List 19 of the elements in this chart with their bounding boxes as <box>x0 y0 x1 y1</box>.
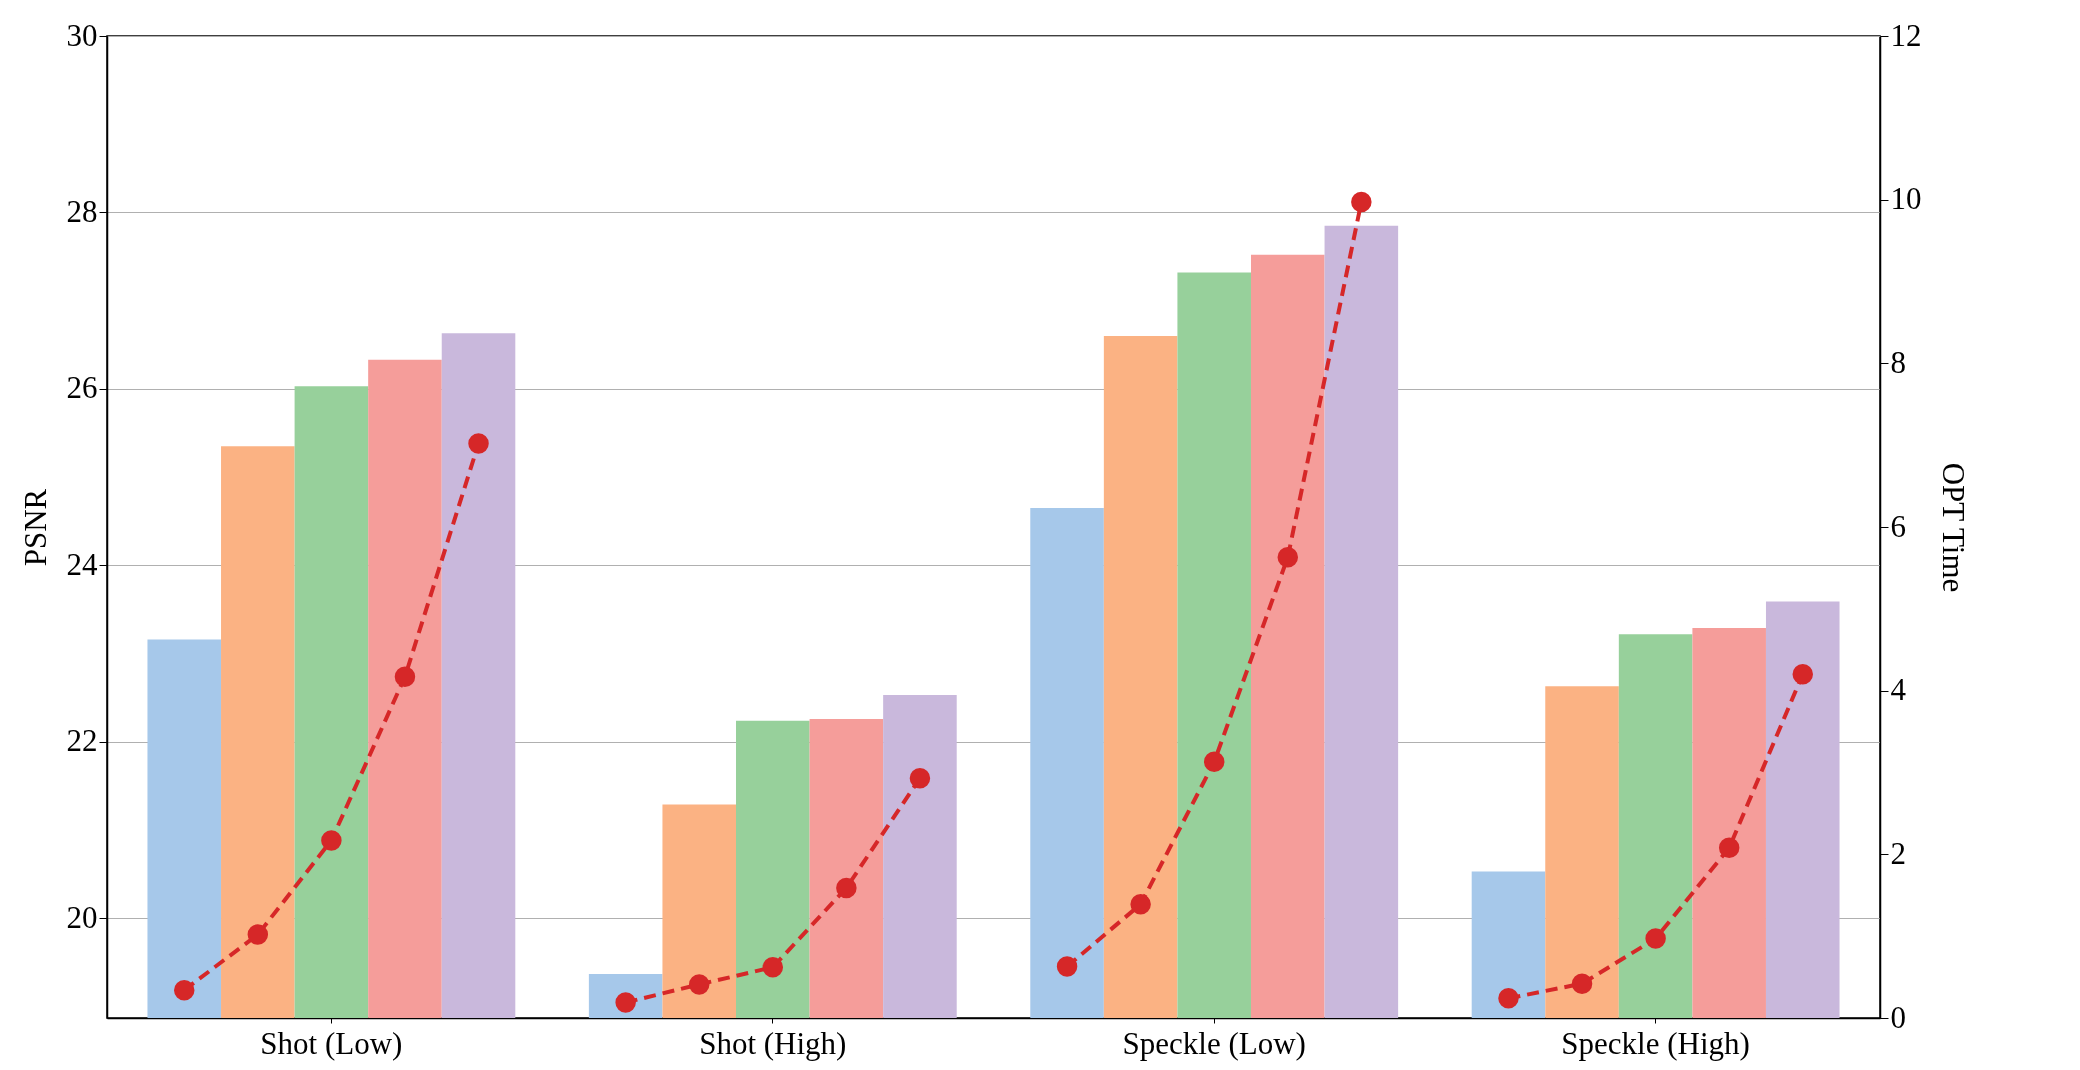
y-tick-label: 20 <box>66 899 98 935</box>
y-tick-label: 24 <box>66 546 98 582</box>
y2-tick-label: 0 <box>1890 999 1906 1035</box>
y-axis-title: PSNR <box>17 488 53 567</box>
y-tick-label: 26 <box>66 370 98 406</box>
y-tick-label: 30 <box>66 17 98 53</box>
y2-tick-label: 8 <box>1890 344 1906 380</box>
y2-tick-label: 10 <box>1890 181 1922 217</box>
x-tick-label: Speckle (High) <box>1561 1025 1750 1061</box>
y-tick-label: 22 <box>66 723 98 759</box>
y2-tick-label: 12 <box>1890 17 1922 53</box>
y2-tick-label: 4 <box>1890 672 1907 708</box>
x-tick-label: Speckle (Low) <box>1122 1025 1306 1061</box>
y2-axis-title: OPT Time <box>1935 462 1971 593</box>
x-tick-label: Shot (High) <box>699 1025 847 1061</box>
y-tick-label: 28 <box>66 193 98 229</box>
y2-tick-label: 2 <box>1890 835 1906 871</box>
y2-tick-label: 6 <box>1890 508 1906 544</box>
x-tick-label: Shot (Low) <box>260 1025 403 1061</box>
